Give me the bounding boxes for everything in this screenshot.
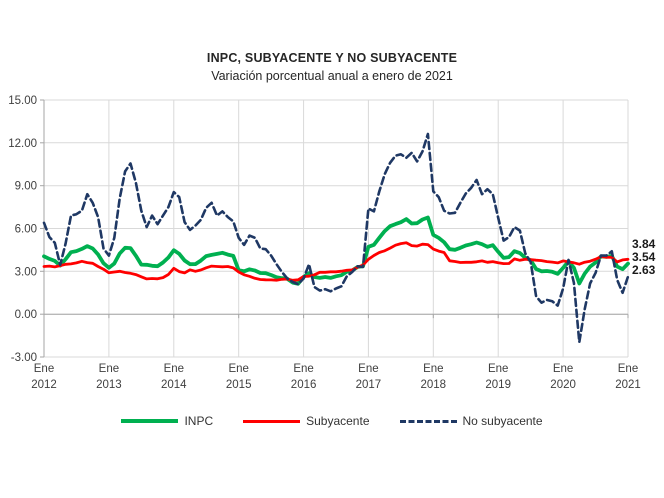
y-tick-label: 15.00 — [8, 95, 37, 107]
legend-label-inpc: INPC — [184, 414, 214, 428]
x-tick-label-month: Ene — [164, 363, 184, 375]
x-tick-label-year: 2012 — [31, 379, 57, 391]
legend-label-no-subyacente: No subyacente — [462, 414, 543, 428]
chart-subtitle: Variación porcentual anual a enero de 20… — [211, 69, 453, 83]
chart-legend: INPC Subyacente No subyacente — [0, 414, 664, 428]
y-tick-label: -3.00 — [11, 352, 37, 364]
legend-item-subyacente: Subyacente — [243, 414, 370, 428]
x-tick-label-year: 2018 — [421, 379, 447, 391]
end-label-no-subyacente: 2.63 — [632, 263, 656, 277]
legend-line-swatch-inpc — [121, 419, 179, 423]
end-label-inpc: 3.54 — [632, 250, 656, 264]
series-line-no-subyacente — [42, 132, 630, 344]
y-tick-label: 12.00 — [8, 138, 37, 150]
series-end-value-labels: 3.84 3.54 2.63 — [632, 238, 655, 277]
y-tick-label: 6.00 — [15, 224, 37, 236]
x-tick-label-year: 2014 — [161, 379, 187, 391]
x-tick-label-month: Ene — [358, 363, 378, 375]
y-tick-label: 0.00 — [15, 309, 37, 321]
x-tick-label-year: 2019 — [485, 379, 511, 391]
legend-line-swatch-subyacente — [243, 419, 301, 423]
chart-title: INPC, SUBYACENTE Y NO SUBYACENTE — [206, 51, 458, 65]
x-tick-label-month: Ene — [293, 363, 313, 375]
series-line-subyacente — [42, 241, 630, 282]
x-tick-label-year: 2013 — [96, 379, 122, 391]
x-tick-label-year: 2016 — [291, 379, 317, 391]
x-tick-label-year: 2017 — [356, 379, 382, 391]
x-tick-label-month: Ene — [553, 363, 573, 375]
x-tick-label-year: 2020 — [550, 379, 576, 391]
legend-item-no-subyacente: No subyacente — [399, 414, 543, 428]
x-tick-label-month: Ene — [618, 363, 638, 375]
x-tick-label-month: Ene — [99, 363, 119, 375]
x-tick-label-month: Ene — [488, 363, 508, 375]
end-label-subyacente: 3.84 — [632, 237, 656, 251]
x-tick-label-year: 2015 — [226, 379, 252, 391]
legend-label-subyacente: Subyacente — [306, 414, 370, 428]
legend-item-inpc: INPC — [121, 414, 213, 428]
x-tick-label-year: 2021 — [615, 379, 641, 391]
x-tick-label-month: Ene — [423, 363, 443, 375]
y-tick-label: 9.00 — [15, 181, 37, 193]
x-tick-label-month: Ene — [228, 363, 248, 375]
x-tick-label-month: Ene — [34, 363, 54, 375]
y-tick-label: 3.00 — [15, 266, 37, 278]
legend-line-swatch-no-subyacente — [399, 419, 457, 423]
